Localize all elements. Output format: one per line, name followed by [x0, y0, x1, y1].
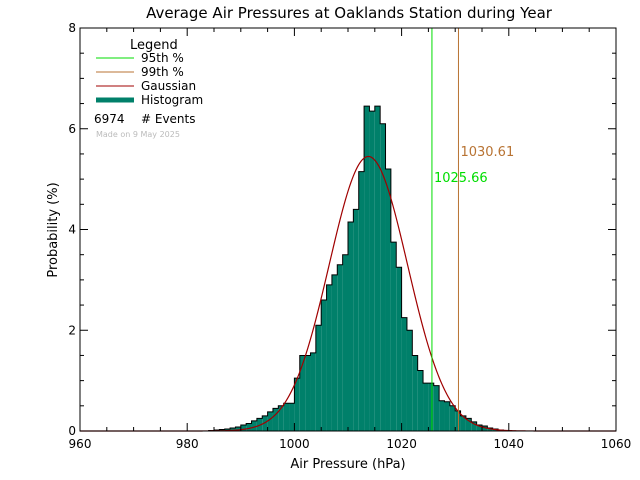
x-tick-label: 980 [176, 437, 199, 451]
legend-item-label: 99th % [141, 65, 184, 79]
histogram-bar [433, 385, 440, 431]
y-tick-label: 6 [68, 122, 76, 136]
histogram-bar [337, 264, 343, 431]
histogram-bar [326, 284, 332, 431]
events-count: 6974 [94, 112, 125, 126]
percentile-label: 1030.61 [460, 145, 514, 160]
histogram-bar [380, 123, 386, 432]
histogram-bar [417, 370, 424, 431]
histogram-bar [283, 403, 290, 431]
histogram-bar [460, 415, 466, 431]
legend-item-label: 95th % [141, 51, 184, 65]
histogram-bar [369, 111, 375, 432]
y-tick-label: 4 [68, 223, 76, 237]
plot-layer: 1025.66 1030.61 [80, 28, 616, 432]
chart-title: Average Air Pressures at Oaklands Statio… [146, 4, 553, 22]
histogram-bar [449, 405, 456, 431]
histogram-bar [278, 405, 284, 431]
histogram-bar [374, 106, 381, 431]
histogram-bar [439, 400, 445, 431]
histogram-bar [310, 352, 316, 431]
histogram-bar [272, 408, 279, 431]
histogram-bar [364, 106, 370, 431]
legend-title: Legend [130, 38, 178, 53]
histogram-bar [235, 426, 241, 431]
histogram-bar [230, 427, 236, 431]
histogram-bar [240, 424, 247, 431]
axis-layer: 960 980 1000 1020 1040 1060 0 2 4 6 8 [68, 21, 631, 451]
y-tick-label: 0 [68, 424, 76, 438]
x-tick-label: 1000 [279, 437, 310, 451]
histogram-bar [315, 325, 322, 431]
histogram-bar [267, 411, 273, 431]
histogram-bar [385, 169, 391, 432]
histogram-bar [428, 383, 434, 431]
y-axis-label: Probability (%) [46, 182, 61, 277]
histogram-bar [321, 300, 327, 431]
histogram-bar [342, 254, 348, 431]
histogram-bar [262, 415, 268, 431]
histogram-bar [412, 355, 418, 431]
x-tick-label: 1020 [386, 437, 417, 451]
histogram-bars [208, 106, 509, 432]
percentile-label: 1025.66 [434, 171, 488, 186]
histogram-bar [331, 274, 338, 431]
histogram-bar [471, 421, 477, 431]
y-tick-label: 8 [68, 21, 76, 35]
histogram-bar [390, 242, 397, 431]
histogram-bar [246, 423, 252, 431]
legend-item-label: Histogram [141, 93, 203, 107]
histogram-bar [401, 317, 407, 431]
histogram-bar [465, 418, 472, 431]
x-tick-label: 1060 [601, 437, 632, 451]
histogram-bar [251, 420, 257, 431]
histogram-bar [353, 209, 359, 431]
histogram-bar [305, 355, 311, 431]
y-tick-label: 2 [68, 323, 76, 337]
histogram-bar [482, 425, 488, 431]
histogram-bar [406, 330, 413, 431]
histogram-bar [455, 410, 461, 431]
made-on-note: Made on 9 May 2025 [96, 130, 180, 139]
x-axis-label: Air Pressure (hPa) [290, 457, 405, 472]
events-label: # Events [141, 112, 196, 126]
histogram-bar [289, 403, 295, 431]
histogram-bar [299, 355, 306, 431]
legend-item-label: Gaussian [141, 79, 196, 93]
histogram-bar [423, 383, 429, 431]
histogram-bar [358, 171, 365, 431]
x-tick-label: 960 [69, 437, 92, 451]
histogram-bar [444, 401, 450, 431]
histogram-bar [487, 427, 493, 431]
histogram-bar [294, 378, 300, 431]
histogram-bar [396, 267, 402, 431]
histogram-bar [348, 221, 354, 431]
x-tick-label: 1040 [494, 437, 525, 451]
histogram-bar [476, 424, 482, 431]
